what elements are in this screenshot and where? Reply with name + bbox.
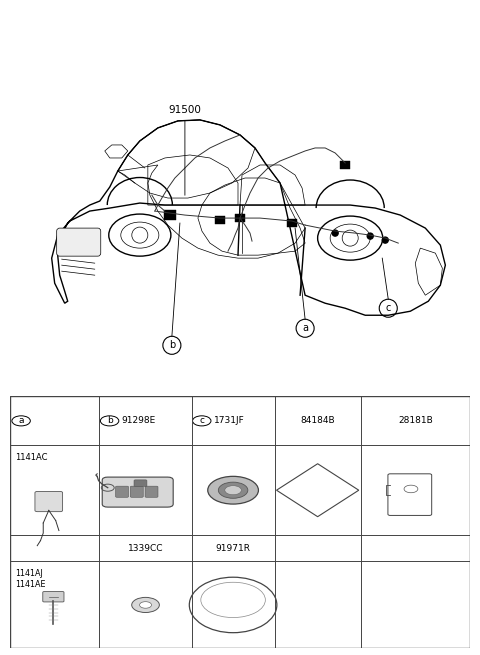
Text: c: c [199, 417, 204, 425]
Text: 1731JF: 1731JF [214, 417, 244, 425]
FancyBboxPatch shape [43, 591, 64, 602]
Text: 91500: 91500 [168, 105, 201, 195]
Text: 91971R: 91971R [216, 544, 251, 553]
Circle shape [225, 485, 241, 495]
Text: 84184B: 84184B [300, 417, 335, 425]
Circle shape [332, 230, 338, 236]
Bar [164, 210, 176, 220]
FancyBboxPatch shape [35, 491, 62, 512]
Circle shape [132, 597, 159, 612]
FancyBboxPatch shape [134, 480, 147, 487]
Text: 28181B: 28181B [398, 417, 433, 425]
Text: 1339CC: 1339CC [128, 544, 163, 553]
FancyBboxPatch shape [57, 228, 101, 256]
Bar [340, 161, 350, 169]
Text: 1141AJ
1141AE: 1141AJ 1141AE [15, 569, 46, 589]
FancyBboxPatch shape [102, 477, 173, 507]
Text: b: b [107, 417, 112, 425]
Circle shape [140, 602, 152, 608]
Circle shape [367, 233, 373, 239]
Circle shape [218, 482, 248, 498]
FancyBboxPatch shape [145, 486, 158, 497]
Text: 91298E: 91298E [121, 417, 156, 425]
Bar [235, 214, 245, 222]
Text: b: b [169, 341, 175, 350]
Text: 1141AC: 1141AC [15, 453, 48, 462]
Text: a: a [302, 324, 308, 333]
Bar [215, 216, 225, 224]
FancyBboxPatch shape [131, 486, 143, 497]
Circle shape [208, 476, 258, 504]
Bar [287, 219, 297, 227]
FancyBboxPatch shape [116, 486, 129, 497]
Circle shape [382, 237, 388, 243]
Text: a: a [18, 417, 24, 425]
Circle shape [132, 227, 148, 243]
Text: c: c [385, 303, 391, 313]
Circle shape [342, 230, 358, 246]
